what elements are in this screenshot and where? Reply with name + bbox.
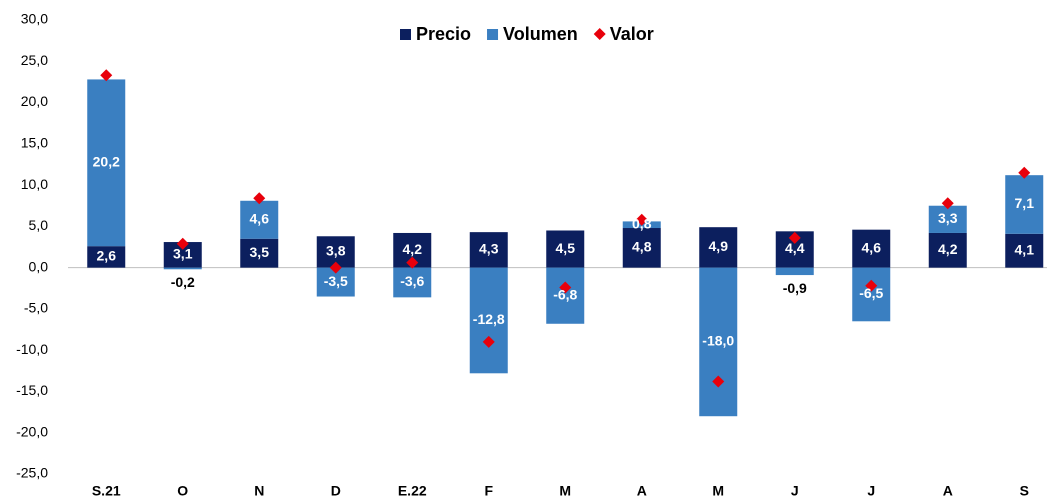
bar-segment [240, 238, 279, 268]
y-tick-label: 30,0 [21, 11, 48, 27]
value-label: 7,1 [1015, 195, 1035, 211]
bar-segment [546, 267, 585, 324]
value-label: 4,4 [785, 240, 805, 256]
legend-label: Valor [610, 24, 654, 44]
value-label: 3,8 [326, 243, 346, 259]
value-label: -12,8 [473, 311, 505, 327]
legend-swatch [593, 28, 606, 40]
bar-segment [163, 267, 202, 270]
value-label: 3,1 [173, 246, 193, 262]
x-tick-label: A [637, 483, 647, 499]
bar-segment [546, 230, 585, 268]
x-tick-label: J [867, 483, 875, 499]
value-label: 4,1 [1015, 241, 1035, 257]
bar-segment [87, 79, 126, 247]
y-tick-label: 20,0 [21, 93, 48, 109]
bar-segment [469, 232, 508, 268]
marker [712, 375, 725, 388]
value-label: 4,6 [250, 210, 270, 226]
bar-segment [775, 267, 814, 276]
bar-segment [1005, 233, 1044, 268]
bar-segment [393, 267, 432, 298]
x-tick-label: M [559, 483, 571, 499]
value-label: -3,5 [324, 273, 348, 289]
x-tick-label: D [331, 483, 341, 499]
marker [253, 192, 266, 205]
y-tick-label: 25,0 [21, 52, 48, 68]
bar-segment [852, 267, 891, 322]
y-tick-label: -10,0 [16, 341, 48, 357]
value-label: 4,2 [403, 241, 423, 257]
bar-segment [852, 229, 891, 268]
x-tick-label: A [943, 483, 953, 499]
value-label: 4,9 [709, 238, 729, 254]
value-label: -6,5 [859, 285, 883, 301]
value-label: 4,2 [938, 241, 958, 257]
value-label: -6,8 [553, 286, 577, 302]
bar-segment [240, 200, 279, 239]
marker [865, 279, 878, 292]
value-label: -0,2 [171, 274, 195, 290]
y-tick-label: 10,0 [21, 176, 48, 192]
value-label: -18,0 [702, 333, 734, 349]
legend-label: Volumen [503, 24, 578, 44]
marker [559, 281, 572, 294]
value-label: 20,2 [93, 154, 120, 170]
y-tick-label: -15,0 [16, 382, 48, 398]
x-tick-label: F [484, 483, 493, 499]
x-tick-label: M [712, 483, 724, 499]
value-label: 2,6 [97, 248, 117, 264]
bar-segment [87, 246, 126, 268]
marker [635, 213, 648, 226]
x-tick-label: S [1020, 483, 1029, 499]
legend-swatch [400, 29, 411, 40]
marker [406, 256, 419, 269]
value-label: 3,3 [938, 210, 958, 226]
value-label: 3,5 [250, 244, 270, 260]
y-tick-label: 15,0 [21, 135, 48, 151]
bar-segment [928, 205, 967, 233]
y-tick-label: 0,0 [29, 258, 49, 274]
y-tick-label: -25,0 [16, 465, 48, 481]
bar-segment [1005, 175, 1044, 234]
value-label: 4,3 [479, 241, 499, 257]
value-label: 0,8 [632, 215, 652, 231]
x-tick-label: J [791, 483, 799, 499]
value-label: 4,5 [556, 240, 576, 256]
legend-label: Precio [416, 24, 471, 44]
bar-segment [928, 232, 967, 268]
marker [100, 69, 113, 82]
marker [176, 237, 189, 250]
legend-swatch [487, 29, 499, 40]
bar-segment [622, 228, 661, 268]
marker [941, 197, 954, 210]
value-label: 4,6 [862, 239, 882, 255]
value-label: 4,8 [632, 239, 652, 255]
x-tick-label: N [254, 483, 264, 499]
y-tick-label: 5,0 [29, 217, 49, 233]
marker [482, 335, 495, 348]
y-tick-label: -5,0 [24, 300, 48, 316]
marker [1018, 166, 1031, 179]
value-label: -0,9 [783, 280, 807, 296]
bar-segment [469, 267, 508, 374]
x-tick-label: S.21 [92, 483, 121, 499]
marker [329, 261, 342, 274]
bar-segment [699, 227, 738, 268]
x-tick-label: O [177, 483, 188, 499]
marker [788, 231, 801, 244]
y-tick-label: -20,0 [16, 423, 48, 439]
x-tick-label: E.22 [398, 483, 427, 499]
value-label: -3,6 [400, 273, 424, 289]
bar-segment [699, 267, 738, 417]
